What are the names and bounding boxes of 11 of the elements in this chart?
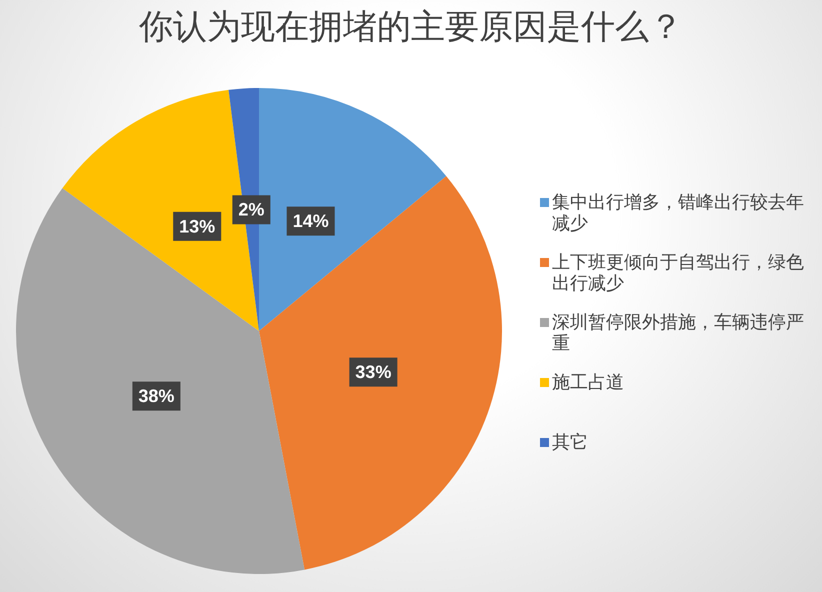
data-label: 13%	[179, 216, 216, 236]
legend-label: 施工占道	[552, 372, 625, 393]
chart-title: 你认为现在拥堵的主要原因是什么？	[138, 6, 684, 48]
data-label: 33%	[355, 362, 392, 382]
legend-label: 其它	[552, 432, 589, 453]
data-label: 14%	[292, 211, 329, 232]
legend-label: 上下班更倾向于自驾出行，绿色出行减少	[552, 252, 805, 294]
legend-label: 集中出行增多，错峰出行较去年减少	[552, 192, 805, 234]
data-label: 2%	[238, 200, 264, 220]
legend-label: 深圳暂停限外措施，车辆违停严重	[552, 312, 805, 354]
data-label: 38%	[138, 386, 174, 406]
